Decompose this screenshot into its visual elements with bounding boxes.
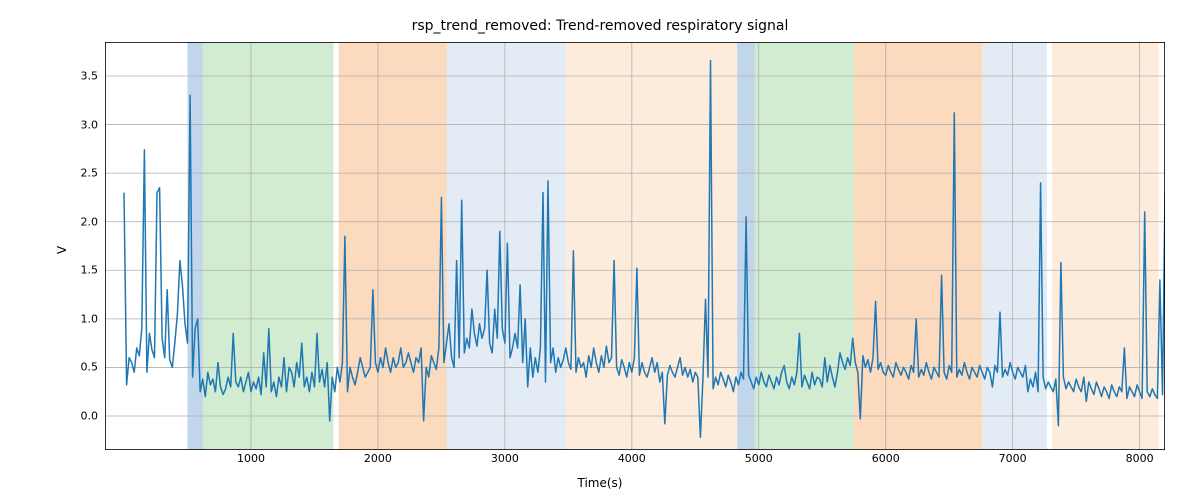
y-tick-label: 1.5	[58, 264, 98, 277]
y-axis-label: V	[55, 246, 69, 254]
y-tick-label: 2.5	[58, 167, 98, 180]
y-tick-label: 2.0	[58, 215, 98, 228]
chart-svg	[105, 42, 1165, 450]
y-tick-label: 0.5	[58, 361, 98, 374]
chart-title: rsp_trend_removed: Trend-removed respira…	[0, 18, 1200, 34]
y-tick-label: 1.0	[58, 312, 98, 325]
x-tick-label: 8000	[1126, 452, 1154, 465]
x-tick-label: 6000	[872, 452, 900, 465]
y-tick-label: 3.5	[58, 70, 98, 83]
y-tick-label: 3.0	[58, 118, 98, 131]
x-tick-label: 4000	[618, 452, 646, 465]
figure: rsp_trend_removed: Trend-removed respira…	[0, 0, 1200, 500]
x-tick-label: 2000	[364, 452, 392, 465]
chart-axes	[105, 42, 1165, 450]
x-tick-label: 1000	[237, 452, 265, 465]
x-tick-label: 3000	[491, 452, 519, 465]
x-tick-label: 5000	[745, 452, 773, 465]
y-tick-label: 0.0	[58, 410, 98, 423]
x-tick-label: 7000	[999, 452, 1027, 465]
x-axis-label: Time(s)	[0, 476, 1200, 490]
